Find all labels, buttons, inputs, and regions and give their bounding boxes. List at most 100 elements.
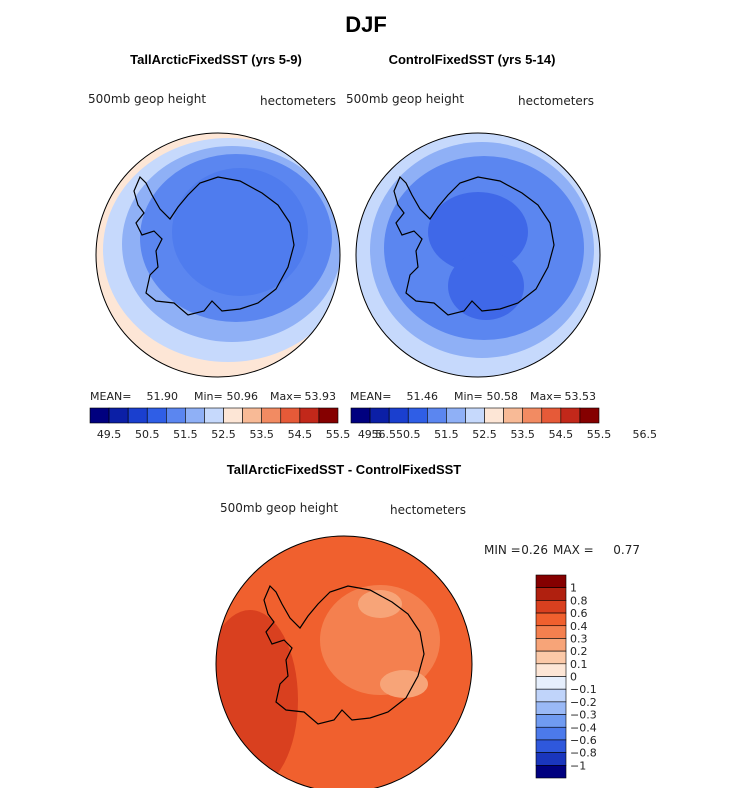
colorbar-swatch xyxy=(541,407,562,424)
colorbar-label: −0.8 xyxy=(570,747,597,760)
stat-label: Min= xyxy=(194,390,223,403)
colorbar-label: −0.3 xyxy=(570,709,597,722)
figure-title: DJF xyxy=(345,12,387,37)
colorbar-swatch xyxy=(185,407,205,424)
colorbar-swatch xyxy=(89,407,110,424)
stat-value: 51.90 xyxy=(147,390,179,403)
colorbar-swatch xyxy=(146,407,167,424)
map xyxy=(96,133,340,377)
colorbar-swatch xyxy=(166,407,186,424)
colorbar-swatch xyxy=(535,612,567,627)
colorbar-label: 54.5 xyxy=(549,428,574,441)
colorbar-swatch xyxy=(280,407,301,424)
colorbar-swatch xyxy=(535,600,567,614)
colorbar-swatch xyxy=(560,407,581,424)
field-label: 500mb geop height xyxy=(88,92,206,106)
colorbar-label: 52.5 xyxy=(211,428,236,441)
colorbar-swatch xyxy=(535,765,567,779)
colorbar-swatch xyxy=(535,676,567,690)
colorbar-label: 49.5 xyxy=(97,428,122,441)
colorbar-label: 55.5 xyxy=(587,428,612,441)
field-label: 500mb geop height xyxy=(346,92,464,106)
colorbar-label: 0.4 xyxy=(570,620,588,633)
colorbar-label: 50.5 xyxy=(396,428,421,441)
colorbar-swatch xyxy=(535,701,567,715)
stat-value: 53.93 xyxy=(305,390,337,403)
colorbar-swatch xyxy=(108,407,129,424)
panel-title: TallArcticFixedSST (yrs 5-9) xyxy=(130,52,302,67)
stat-label: MAX = xyxy=(553,543,594,557)
units-label: hectometers xyxy=(390,503,466,517)
stat-label: Max= xyxy=(270,390,302,403)
colorbar-swatch xyxy=(535,688,567,703)
stat-value: 0.26 xyxy=(521,543,548,557)
colorbar-label: −0.6 xyxy=(570,734,597,747)
colorbar-label: −0.4 xyxy=(570,721,597,734)
colorbar-label: 53.5 xyxy=(249,428,274,441)
colorbar-label: −0.2 xyxy=(570,696,597,709)
colorbar-swatch xyxy=(535,752,567,766)
colorbar-swatch xyxy=(261,407,282,424)
stat-label: Max= xyxy=(530,390,562,403)
field-label: 500mb geop height xyxy=(220,501,338,515)
colorbar-swatch xyxy=(535,625,567,639)
stat-value: 53.53 xyxy=(565,390,597,403)
map xyxy=(356,133,600,377)
colorbar-swatch xyxy=(535,574,567,588)
stat-label: MEAN= xyxy=(350,390,391,403)
colorbar-swatch xyxy=(465,407,485,424)
colorbar-swatch xyxy=(535,663,567,677)
map xyxy=(216,536,472,788)
colorbar-swatch xyxy=(318,407,339,424)
colorbar-label: 0.2 xyxy=(570,645,588,658)
colorbar-swatch xyxy=(446,407,466,424)
colorbar-label: 54.5 xyxy=(288,428,313,441)
colorbar-label: 1 xyxy=(570,582,577,595)
colorbar-label: −1 xyxy=(570,759,586,772)
colorbar-swatch xyxy=(299,407,320,424)
stat-value: 50.96 xyxy=(227,390,259,403)
stat-value: 50.58 xyxy=(487,390,519,403)
colorbar-label: 56.5 xyxy=(633,428,658,441)
colorbar-swatch xyxy=(503,407,523,424)
colorbar-swatch xyxy=(535,714,567,728)
colorbar-label: 51.5 xyxy=(434,428,459,441)
panel-title: ControlFixedSST (yrs 5-14) xyxy=(389,52,556,67)
colorbar-label: 0.3 xyxy=(570,632,588,645)
colorbar-swatch xyxy=(535,650,567,665)
colorbar-swatch xyxy=(223,407,243,424)
colorbar-label: 56.5 xyxy=(372,428,397,441)
colorbar-label: 51.5 xyxy=(173,428,198,441)
colorbar-label: 0.8 xyxy=(570,594,588,607)
colorbar-label: 0 xyxy=(570,671,577,684)
units-label: hectometers xyxy=(518,94,594,108)
colorbar-label: 53.5 xyxy=(510,428,535,441)
colorbar-swatch xyxy=(535,726,567,741)
colorbar-label: 0.6 xyxy=(570,607,588,620)
colorbar-label: 50.5 xyxy=(135,428,160,441)
stat-value: 51.46 xyxy=(407,390,439,403)
panel-title: TallArcticFixedSST - ControlFixedSST xyxy=(227,462,462,477)
colorbar-swatch xyxy=(535,587,567,601)
colorbar-swatch xyxy=(427,407,447,424)
colorbar-swatch xyxy=(407,407,428,424)
colorbar-label: 49.5 xyxy=(358,428,383,441)
stat-value: 0.77 xyxy=(613,543,640,557)
colorbar-swatch xyxy=(204,407,224,424)
colorbar-swatch xyxy=(535,638,567,652)
colorbar-swatch xyxy=(535,739,567,753)
colorbar-label: −0.1 xyxy=(570,683,597,696)
colorbar-swatch xyxy=(579,407,600,424)
colorbar-swatch xyxy=(484,407,504,424)
stat-label: MIN = xyxy=(484,543,521,557)
colorbar-swatch xyxy=(127,407,148,424)
colorbar-swatch xyxy=(350,407,371,424)
colorbar-swatch xyxy=(522,407,543,424)
colorbar-swatch xyxy=(369,407,390,424)
stat-label: Min= xyxy=(454,390,483,403)
units-label: hectometers xyxy=(260,94,336,108)
colorbar-swatch xyxy=(388,407,409,424)
colorbar-label: 55.5 xyxy=(326,428,351,441)
colorbar-label: 52.5 xyxy=(472,428,497,441)
